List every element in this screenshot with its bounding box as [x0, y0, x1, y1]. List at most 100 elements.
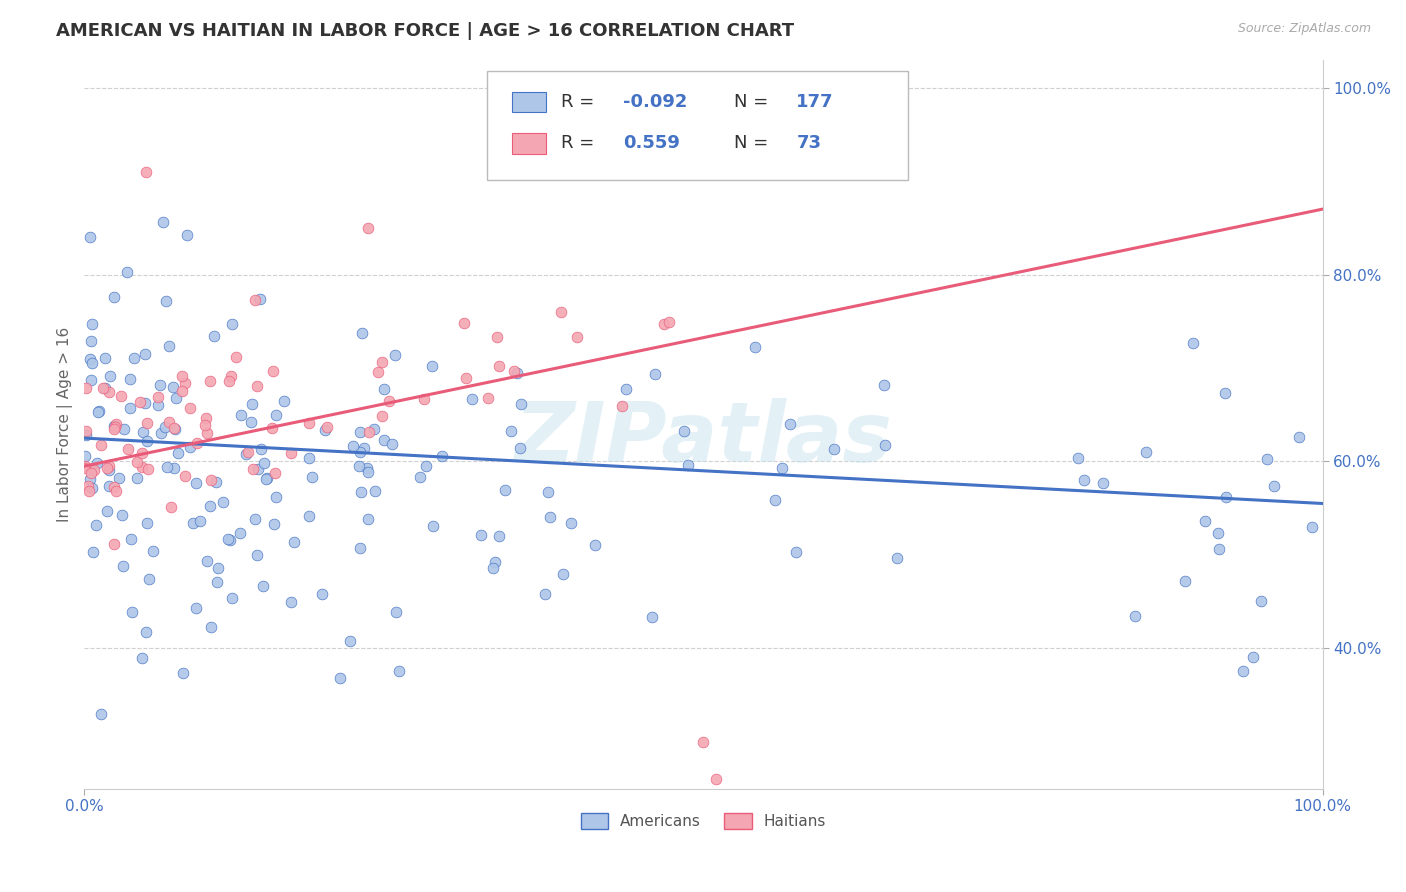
- Point: [477, 391, 499, 405]
- Point: [87, 403, 110, 417]
- Point: [1091, 476, 1114, 491]
- Point: [136, 462, 159, 476]
- Point: [125, 455, 148, 469]
- Point: [367, 365, 389, 379]
- Point: [298, 416, 321, 430]
- FancyBboxPatch shape: [512, 133, 546, 153]
- Point: [763, 493, 786, 508]
- Text: R =: R =: [561, 135, 606, 153]
- Point: [266, 490, 288, 504]
- Point: [157, 339, 180, 353]
- Point: [75, 458, 97, 473]
- Point: [238, 445, 260, 459]
- Point: [385, 605, 408, 619]
- Point: [1206, 525, 1229, 540]
- Point: [1213, 386, 1236, 401]
- Point: [156, 460, 179, 475]
- Point: [551, 567, 574, 582]
- Point: [482, 561, 505, 575]
- Point: [499, 424, 522, 438]
- Point: [644, 367, 666, 381]
- Point: [225, 350, 247, 364]
- Point: [342, 440, 364, 454]
- Point: [381, 437, 404, 451]
- Point: [80, 317, 103, 331]
- Point: [221, 317, 243, 331]
- Point: [484, 555, 506, 569]
- Point: [75, 424, 97, 438]
- Point: [384, 349, 406, 363]
- Point: [779, 417, 801, 431]
- Point: [76, 479, 98, 493]
- Point: [658, 315, 681, 329]
- Point: [115, 265, 138, 279]
- Point: [219, 368, 242, 383]
- Point: [131, 650, 153, 665]
- Point: [583, 539, 606, 553]
- Point: [110, 389, 132, 403]
- Point: [349, 541, 371, 555]
- Point: [83, 462, 105, 476]
- Point: [136, 434, 159, 448]
- Point: [149, 377, 172, 392]
- Point: [103, 537, 125, 551]
- Point: [229, 409, 252, 423]
- Point: [1241, 649, 1264, 664]
- Point: [75, 381, 97, 395]
- Point: [280, 446, 302, 460]
- Point: [886, 551, 908, 566]
- Point: [134, 396, 156, 410]
- Point: [104, 417, 127, 431]
- Point: [217, 533, 239, 547]
- Point: [1208, 541, 1230, 556]
- Point: [264, 408, 287, 422]
- Point: [301, 470, 323, 484]
- Point: [560, 516, 582, 530]
- Point: [103, 480, 125, 494]
- Point: [356, 461, 378, 475]
- Point: [273, 393, 295, 408]
- Y-axis label: In Labor Force | Age > 16: In Labor Force | Age > 16: [58, 326, 73, 522]
- Point: [98, 384, 121, 399]
- Point: [136, 417, 159, 431]
- Point: [785, 545, 807, 559]
- Point: [246, 379, 269, 393]
- Point: [80, 373, 103, 387]
- Point: [339, 634, 361, 648]
- Point: [112, 422, 135, 436]
- Point: [329, 671, 352, 685]
- Point: [235, 447, 257, 461]
- Point: [111, 558, 134, 573]
- Point: [373, 433, 395, 447]
- Point: [357, 221, 380, 235]
- Text: ZIPatlas: ZIPatlas: [515, 398, 893, 479]
- FancyBboxPatch shape: [512, 92, 546, 112]
- Point: [614, 382, 637, 396]
- Point: [470, 527, 492, 541]
- Point: [138, 572, 160, 586]
- Point: [125, 471, 148, 485]
- Point: [103, 290, 125, 304]
- Point: [200, 473, 222, 487]
- Point: [1215, 490, 1237, 504]
- Point: [80, 481, 103, 495]
- Point: [1232, 664, 1254, 678]
- Point: [641, 610, 664, 624]
- Point: [298, 509, 321, 524]
- Point: [179, 440, 201, 454]
- Point: [93, 381, 115, 395]
- Point: [121, 606, 143, 620]
- Point: [103, 422, 125, 436]
- Point: [349, 445, 371, 459]
- Point: [673, 424, 696, 438]
- Point: [176, 228, 198, 243]
- Point: [371, 409, 394, 423]
- Point: [243, 512, 266, 526]
- Point: [363, 422, 385, 436]
- Point: [200, 499, 222, 513]
- Point: [254, 472, 277, 486]
- Point: [90, 706, 112, 721]
- Point: [194, 411, 217, 425]
- FancyBboxPatch shape: [486, 70, 908, 180]
- Point: [357, 465, 380, 479]
